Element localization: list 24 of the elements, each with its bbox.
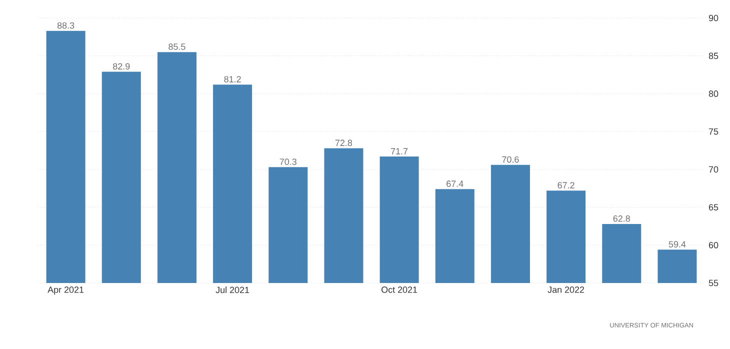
y-tick-label: 90: [708, 14, 718, 22]
data-label: 59.4: [668, 241, 686, 248]
data-label: 67.2: [558, 182, 574, 188]
data-label: 70.3: [280, 158, 296, 165]
data-label: 81.2: [224, 76, 241, 82]
y-tick-label: 65: [708, 204, 718, 210]
data-label: 85.5: [168, 44, 186, 50]
data-label: 62.8: [613, 215, 630, 222]
y-tick-label: 75: [708, 128, 718, 135]
x-tick-label: Jul 2021: [216, 286, 250, 294]
data-label: 72.8: [335, 140, 352, 146]
data-label: 71.7: [391, 148, 408, 154]
y-tick-label: 80: [708, 90, 718, 97]
x-tick-label: Apr 2021: [48, 286, 84, 295]
data-label: 70.6: [502, 156, 519, 163]
x-tick-label: Jan 2022: [548, 286, 584, 293]
y-tick-label: 85: [708, 52, 718, 60]
y-tick-label: 60: [708, 242, 718, 248]
data-label: 88.3: [57, 22, 74, 29]
x-tick-label: Oct 2021: [382, 286, 418, 293]
y-tick-label: 55: [708, 280, 718, 286]
data-label: 82.9: [113, 63, 130, 70]
y-tick-label: 70: [708, 166, 718, 173]
data-label: 67.4: [446, 180, 464, 187]
